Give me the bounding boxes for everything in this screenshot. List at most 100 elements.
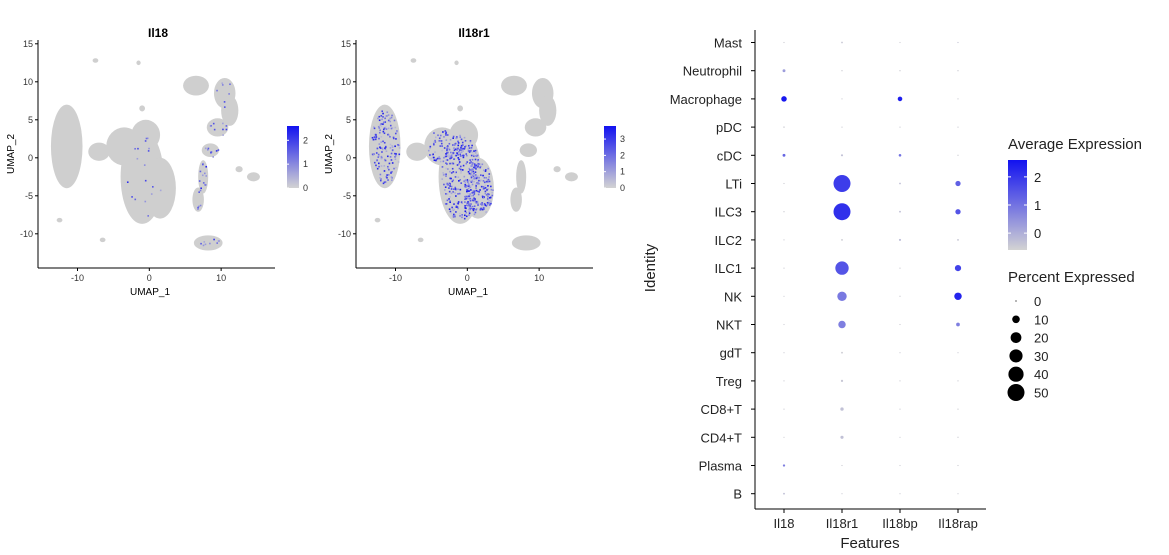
expression-point: [147, 150, 150, 152]
expression-point: [452, 216, 455, 218]
expression-point: [452, 148, 455, 150]
expression-point: [468, 212, 471, 215]
expression-point: [386, 174, 388, 176]
expression-point: [147, 215, 150, 217]
expression-point: [451, 162, 453, 165]
avg-expression-legend-title: Average Expression: [1008, 136, 1142, 153]
expression-point: [435, 159, 437, 162]
expression-point: [472, 174, 475, 176]
expression-point: [380, 156, 383, 159]
expression-point: [373, 126, 375, 128]
y-axis-label: UMAP_2: [6, 134, 17, 174]
expression-point: [457, 154, 459, 156]
expression-point: [470, 165, 473, 167]
expression-point: [472, 199, 475, 202]
expression-point: [478, 182, 480, 185]
expression-point: [470, 189, 472, 191]
expression-point: [205, 165, 208, 168]
expression-point: [488, 173, 491, 175]
expression-point: [450, 192, 453, 195]
expression-point: [394, 145, 396, 148]
expression-point: [454, 176, 457, 178]
expression-point: [389, 156, 392, 158]
expression-point: [471, 192, 474, 194]
expression-dot: [782, 153, 786, 157]
expression-point: [473, 180, 475, 183]
expression-point: [465, 184, 468, 187]
expression-point: [459, 179, 462, 181]
expression-point: [467, 170, 470, 173]
expression-point: [391, 179, 393, 182]
expression-point: [445, 132, 447, 135]
expression-point: [203, 241, 206, 243]
expression-point: [379, 129, 381, 132]
expression-point: [205, 175, 208, 177]
expression-point: [388, 168, 390, 171]
colorbar-tick-label: 0: [620, 183, 625, 193]
expression-dot: [956, 322, 960, 327]
expression-point: [456, 149, 458, 151]
expression-point: [441, 178, 444, 180]
expression-point: [382, 140, 384, 143]
expression-dot: [840, 379, 844, 383]
expression-point: [451, 180, 454, 183]
expression-point: [471, 175, 474, 178]
expression-point: [391, 144, 393, 147]
expression-point: [478, 177, 480, 179]
expression-point: [469, 205, 472, 207]
expression-point: [450, 177, 452, 180]
expression-point: [378, 115, 381, 118]
expression-point: [475, 189, 478, 192]
expression-point: [485, 193, 488, 196]
expression-point: [383, 181, 386, 184]
expression-point: [439, 145, 442, 147]
expression-point: [441, 166, 444, 168]
expression-point: [483, 206, 486, 209]
pct-legend-label: 30: [1034, 349, 1048, 364]
expression-point: [488, 176, 490, 178]
expression-point: [467, 150, 470, 152]
expression-point: [446, 183, 449, 186]
expression-point: [377, 153, 380, 156]
expression-point: [392, 137, 395, 140]
expression-point: [384, 121, 387, 123]
expression-point: [471, 163, 474, 166]
expression-point: [197, 205, 200, 208]
colorbar-tick-label: 0: [303, 183, 308, 193]
expression-point: [481, 195, 484, 198]
expression-point: [381, 118, 383, 121]
expression-point: [453, 149, 456, 151]
expression-point: [457, 140, 459, 143]
expression-point: [454, 214, 456, 216]
expression-point: [383, 141, 386, 144]
expression-point: [473, 164, 476, 166]
expression-point: [384, 159, 387, 162]
identity-label: ILC3: [715, 205, 742, 220]
expression-point: [446, 134, 449, 136]
expression-point: [468, 195, 470, 198]
umap-expression-points: [371, 110, 494, 220]
expression-point: [159, 189, 162, 192]
expression-point: [452, 171, 455, 173]
y-tick-label: -10: [20, 229, 33, 239]
expression-point: [445, 159, 448, 161]
expression-point: [378, 137, 380, 140]
expression-point: [481, 202, 483, 204]
expression-point: [391, 114, 393, 117]
dot-marks: [781, 41, 962, 495]
expression-point: [485, 211, 488, 213]
expression-point: [490, 202, 492, 205]
expression-point: [477, 202, 479, 205]
expression-point: [216, 242, 219, 244]
expression-point: [394, 126, 397, 129]
expression-point: [448, 148, 451, 151]
expression-dot: [841, 70, 843, 72]
expression-point: [460, 147, 462, 149]
expression-point: [479, 165, 482, 168]
expression-point: [432, 142, 435, 145]
expression-dot: [841, 126, 843, 128]
expression-point: [457, 201, 460, 203]
expression-dot: [899, 436, 901, 438]
expression-point: [459, 153, 462, 156]
expression-point: [212, 122, 215, 125]
